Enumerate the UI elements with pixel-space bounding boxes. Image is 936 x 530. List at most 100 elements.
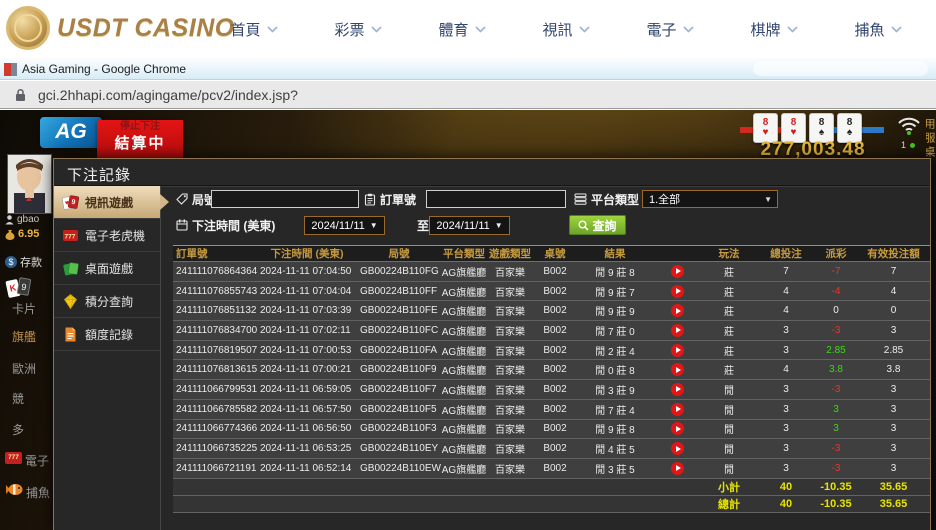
cell-bet-time: 2024-11-11 07:00:21 xyxy=(257,359,357,381)
cell-bet-time: 2024-11-11 06:57:50 xyxy=(257,399,357,420)
cell-play-type: 閒 xyxy=(701,379,757,400)
avatar xyxy=(7,154,52,214)
nav-label: 體育 xyxy=(438,21,469,39)
nav-item-fishing[interactable]: 捕魚 xyxy=(826,0,930,58)
replay-button[interactable] xyxy=(670,461,684,475)
to-label: 至 xyxy=(417,218,430,233)
site-logo[interactable]: USDT CASINO xyxy=(6,6,235,50)
card-rank: 8 xyxy=(846,117,853,128)
chrome-urlbar[interactable]: gci.2hhapi.com/agingame/pcv2/index.jsp? xyxy=(0,81,936,109)
cell-total-bet: 4 xyxy=(757,300,815,322)
sidebar-item-points-query[interactable]: 積分查詢 xyxy=(54,285,160,318)
cell-payout: -3 xyxy=(815,458,857,479)
cell-payout: -3 xyxy=(815,379,857,400)
table-row: 241111066721191 2024-11-11 06:52:14 GB00… xyxy=(173,458,930,479)
cell-replay xyxy=(653,379,701,400)
bg-menu-item[interactable]: 競 xyxy=(12,392,25,406)
nav-item-sports[interactable]: 體育 xyxy=(410,0,514,58)
bg-menu-item[interactable]: 捕魚 xyxy=(26,486,51,500)
replay-button[interactable] xyxy=(670,402,684,416)
cell-result: 閒 9 莊 8 xyxy=(577,261,653,282)
cell-play-type: 莊 xyxy=(701,281,757,302)
cell-bet-time: 2024-11-11 07:02:11 xyxy=(257,320,357,341)
cell-game-type: 百家樂 xyxy=(487,359,533,381)
nav-item-lottery[interactable]: 彩票 xyxy=(306,0,410,58)
nav-label: 彩票 xyxy=(334,21,365,39)
cell-total-bet: 3 xyxy=(757,379,815,400)
panel-header: 下注記錄 xyxy=(54,159,930,186)
col-header-time: 下注時間 (美東) xyxy=(257,245,357,262)
cell-round-number: GB00224B110FG xyxy=(357,261,441,282)
replay-button[interactable] xyxy=(670,284,684,298)
chevron-down-icon xyxy=(682,25,694,33)
deposit-coin-icon: $ xyxy=(5,256,17,268)
slots-777-icon: 777 xyxy=(5,452,22,464)
nav-item-home[interactable]: 首頁 xyxy=(202,0,306,58)
sidebar-item-table-games[interactable]: 桌面遊戲 xyxy=(54,252,160,285)
nav-item-slots[interactable]: 電子 xyxy=(618,0,722,58)
wifi-icon xyxy=(898,117,920,135)
search-button[interactable]: 查詢 xyxy=(569,215,626,235)
platform-type-label: 平台類型 xyxy=(574,190,639,208)
col-header-platform: 平台類型 xyxy=(441,245,487,262)
playing-card: 8 ♠ xyxy=(809,113,834,143)
replay-button[interactable] xyxy=(670,382,684,396)
bg-menu-item[interactable]: 多 xyxy=(12,423,25,437)
nav-item-cards[interactable]: 棋牌 xyxy=(722,0,826,58)
replay-button[interactable] xyxy=(670,264,684,278)
cell-round-number: GB00224B110F7 xyxy=(357,379,441,400)
replay-button[interactable] xyxy=(670,442,684,456)
cell-result: 閒 9 莊 8 xyxy=(577,419,653,440)
nav-item-live[interactable]: 視訊 xyxy=(514,0,618,58)
date-to-picker[interactable]: 2024/11/11 ▼ xyxy=(429,216,510,235)
round-number-input[interactable] xyxy=(211,190,359,208)
cell-platform: AG旗艦廳 xyxy=(441,359,487,381)
user-row: gbao xyxy=(5,214,39,225)
deposit-button[interactable]: $ 存款 xyxy=(5,254,42,270)
sidebar-item-label: 視訊遊戲 xyxy=(85,195,134,210)
cell-game-type: 百家樂 xyxy=(487,419,533,440)
sidebar-item-live-games[interactable]: ♥ 9 視訊遊戲 xyxy=(54,186,160,219)
slot-machine-icon: 777 xyxy=(62,227,79,244)
nav-label: 視訊 xyxy=(542,21,573,39)
bg-menu-item[interactable]: 卡片 xyxy=(12,302,37,316)
col-header-replay xyxy=(653,245,701,262)
cell-table-number: B002 xyxy=(533,281,577,302)
green-cards-icon xyxy=(62,260,79,277)
cell-play-type: 莊 xyxy=(701,340,757,361)
cell-bet-time: 2024-11-11 07:04:50 xyxy=(257,261,357,282)
cell-table-number: B002 xyxy=(533,438,577,459)
cell-result: 閒 0 莊 8 xyxy=(577,359,653,381)
cell-valid-bet: 3 xyxy=(857,419,930,440)
bg-menu-item[interactable]: 歐洲 xyxy=(12,362,37,376)
sidebar-item-quota-records[interactable]: 額度記錄 xyxy=(54,318,160,351)
order-number-input[interactable] xyxy=(426,190,566,208)
cell-payout: -7 xyxy=(815,261,857,282)
replay-button[interactable] xyxy=(670,304,684,318)
cell-round-number: GB00224B110F5 xyxy=(357,399,441,420)
replay-button[interactable] xyxy=(670,363,684,377)
cell-play-type: 莊 xyxy=(701,300,757,322)
platform-type-dropdown[interactable]: 1.全部 ▼ xyxy=(642,190,778,208)
cell-payout: 2.85 xyxy=(815,340,857,361)
nav-label: 電子 xyxy=(646,21,677,39)
bg-menu-item[interactable]: 電子 xyxy=(25,454,50,468)
cell-game-type: 百家樂 xyxy=(487,281,533,302)
svg-text:♥: ♥ xyxy=(65,199,70,207)
cell-replay xyxy=(653,438,701,459)
bg-menu-item[interactable]: 旗艦 xyxy=(12,330,37,344)
table-row: 241111076864364 2024-11-11 07:04:50 GB00… xyxy=(173,261,930,282)
replay-button[interactable] xyxy=(670,422,684,436)
panel-sidebar: ♥ 9 視訊遊戲 777 xyxy=(54,186,161,530)
cell-payout: -4 xyxy=(815,281,857,302)
cell-game-type: 百家樂 xyxy=(487,300,533,322)
sidebar-item-slots[interactable]: 777 電子老虎機 xyxy=(54,219,160,252)
replay-button[interactable] xyxy=(670,343,684,357)
cell-bet-time: 2024-11-11 07:00:53 xyxy=(257,340,357,361)
subtotal-row: 小計 40 -10.35 35.65 xyxy=(173,478,930,496)
date-from-picker[interactable]: 2024/11/11 ▼ xyxy=(304,216,385,235)
cell-payout: 3 xyxy=(815,399,857,420)
replay-button[interactable] xyxy=(670,323,684,337)
cell-valid-bet: 3 xyxy=(857,399,930,420)
cell-replay xyxy=(653,419,701,440)
